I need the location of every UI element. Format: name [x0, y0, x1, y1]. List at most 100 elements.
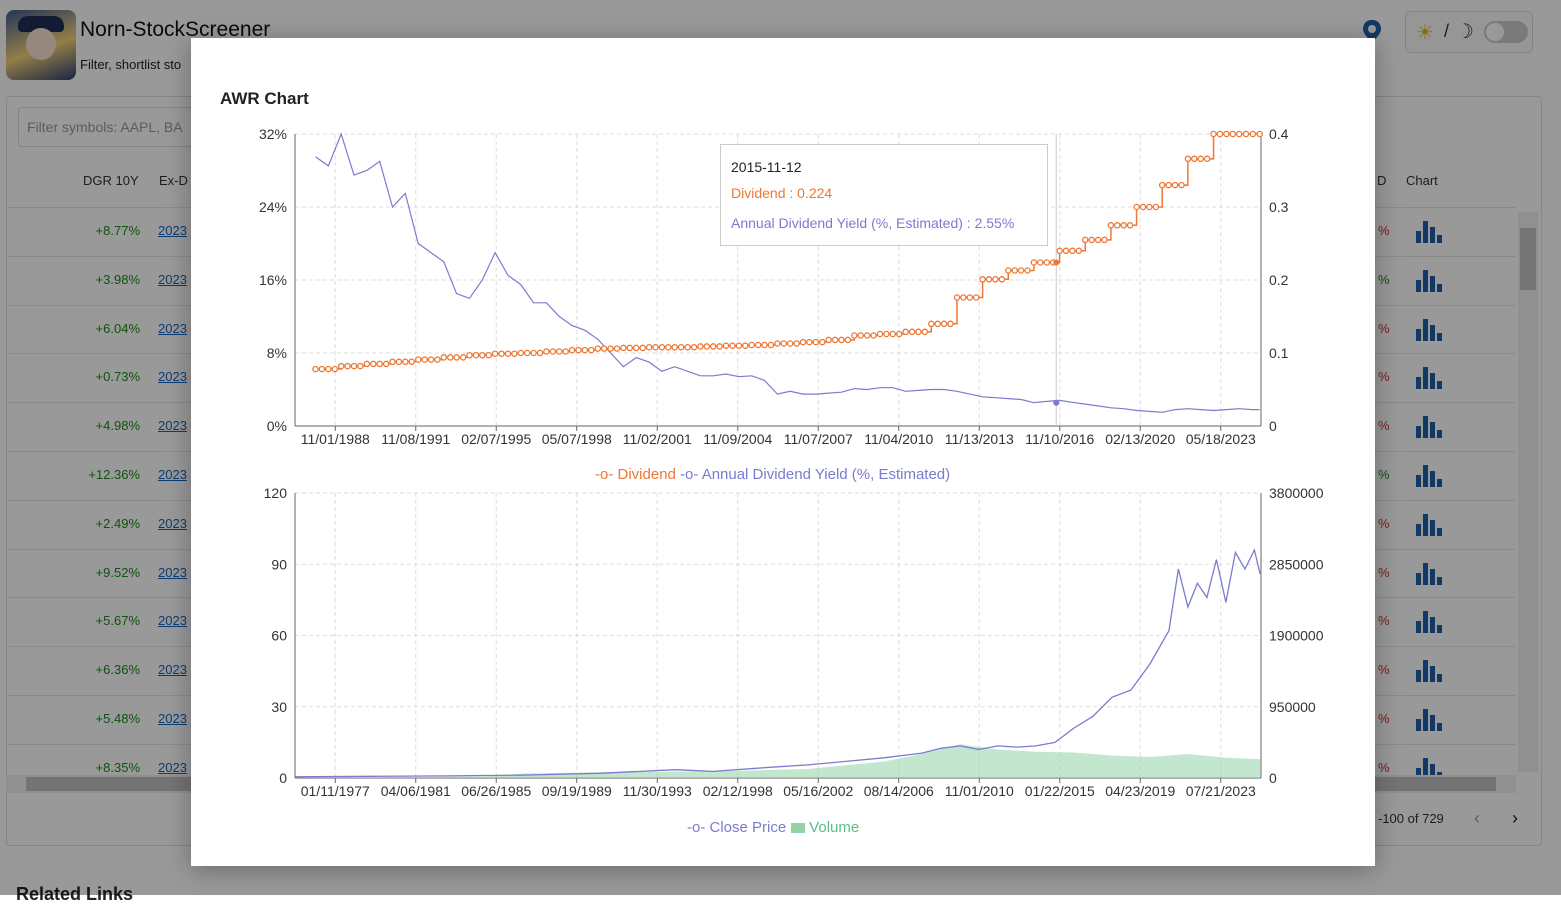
dividend-point[interactable] — [517, 349, 525, 357]
dividend-point[interactable] — [1191, 155, 1198, 163]
bar-chart-icon[interactable] — [1416, 660, 1442, 683]
dividend-point[interactable] — [1158, 181, 1166, 189]
dividend-point[interactable] — [1249, 130, 1257, 138]
dividend-point[interactable] — [556, 348, 563, 355]
dividend-point[interactable] — [947, 320, 954, 328]
bar-chart-icon[interactable] — [1416, 318, 1442, 341]
awr-charts-svg[interactable]: 0% 0 8% 0.1 16% 0.2 24% 0.3 32% 0.4 11/01/1988 11/0… — [191, 38, 1375, 866]
dividend-point[interactable] — [1139, 203, 1147, 211]
dividend-point[interactable] — [831, 336, 839, 344]
dividend-point[interactable] — [1043, 259, 1051, 266]
dividend-point[interactable] — [485, 351, 492, 359]
bar-chart-icon[interactable] — [1416, 367, 1442, 390]
dividend-point[interactable] — [1005, 267, 1012, 274]
dividend-point[interactable] — [985, 276, 993, 283]
table-vertical-scrollbar[interactable] — [1518, 212, 1538, 772]
dividend-point[interactable] — [376, 360, 383, 368]
dividend-point[interactable] — [972, 294, 980, 301]
dividend-point[interactable] — [1133, 203, 1140, 211]
dividend-point[interactable] — [677, 343, 685, 351]
dividend-point[interactable] — [594, 345, 602, 352]
dividend-point[interactable] — [812, 338, 820, 346]
dividend-point[interactable] — [588, 346, 595, 354]
dividend-point[interactable] — [1088, 236, 1095, 244]
dividend-point[interactable] — [1126, 222, 1134, 229]
legend-item-dividend[interactable]: -o- Dividend — [595, 466, 676, 483]
dividend-point[interactable] — [690, 343, 698, 351]
bar-chart-icon[interactable] — [1416, 269, 1442, 292]
ex-dividend-date-link[interactable]: 2023 — [158, 515, 187, 531]
dividend-point[interactable] — [780, 340, 788, 347]
dividend-point[interactable] — [671, 343, 678, 351]
dividend-point[interactable] — [331, 365, 339, 373]
dividend-point[interactable] — [1114, 222, 1121, 229]
prev-page-button[interactable]: ‹ — [1474, 808, 1480, 828]
dividend-point[interactable] — [511, 350, 518, 357]
dividend-point[interactable] — [1062, 247, 1070, 255]
dividend-point[interactable] — [1011, 267, 1018, 274]
dividend-point[interactable] — [620, 344, 627, 352]
dividend-point[interactable] — [665, 343, 672, 351]
dividend-point[interactable] — [960, 294, 967, 301]
dividend-point[interactable] — [806, 338, 813, 346]
dividend-point[interactable] — [1075, 247, 1083, 255]
dividend-point[interactable] — [870, 332, 877, 339]
dividend-point[interactable] — [1165, 181, 1172, 189]
dividend-point[interactable] — [440, 354, 448, 361]
ex-dividend-date-link[interactable]: 2023 — [158, 467, 187, 482]
dividend-point[interactable] — [581, 346, 589, 354]
dividend-point[interactable] — [1216, 130, 1224, 138]
ex-dividend-date-link[interactable]: 2023 — [158, 418, 187, 434]
dividend-point[interactable] — [1069, 247, 1076, 255]
dividend-point[interactable] — [382, 360, 390, 368]
dividend-point[interactable] — [1256, 130, 1263, 138]
dividend-point[interactable] — [434, 356, 441, 363]
dividend-point[interactable] — [1017, 267, 1025, 274]
dividend-point[interactable] — [568, 346, 576, 354]
dividend-point[interactable] — [325, 365, 332, 373]
legend-item-volume[interactable]: Volume — [791, 819, 859, 836]
theme-switch-knob[interactable] — [1486, 23, 1504, 41]
dividend-point[interactable] — [344, 362, 351, 370]
dividend-point[interactable] — [639, 344, 646, 352]
dividend-point[interactable] — [735, 342, 743, 349]
column-header-exd[interactable]: Ex-D — [159, 173, 188, 188]
ex-dividend-date-link[interactable]: 2023 — [158, 564, 187, 580]
dividend-point[interactable] — [504, 350, 512, 357]
location-pin-icon[interactable] — [1360, 19, 1384, 43]
dividend-point[interactable] — [363, 360, 371, 368]
bar-chart-icon[interactable] — [1416, 709, 1442, 731]
dividend-point[interactable] — [844, 336, 852, 344]
bar-chart-icon[interactable] — [1416, 221, 1442, 243]
dividend-point[interactable] — [523, 349, 531, 357]
dividend-point[interactable] — [389, 358, 396, 366]
dividend-point[interactable] — [915, 328, 922, 336]
dividend-point[interactable] — [851, 332, 858, 339]
dividend-point[interactable] — [607, 345, 614, 352]
dividend-point[interactable] — [799, 338, 807, 346]
bar-chart-icon[interactable] — [1416, 562, 1442, 585]
dividend-point[interactable] — [979, 276, 986, 283]
ex-dividend-date-link[interactable]: 2023 — [158, 223, 187, 238]
dividend-point[interactable] — [1030, 259, 1038, 266]
dividend-point[interactable] — [902, 328, 909, 336]
dividend-point[interactable] — [940, 320, 948, 328]
dividend-point[interactable] — [453, 354, 460, 361]
ex-dividend-date-link[interactable]: 2023 — [158, 369, 187, 385]
dividend-point[interactable] — [498, 350, 505, 357]
dividend-point[interactable] — [632, 344, 640, 352]
dividend-point[interactable] — [748, 341, 755, 349]
dividend-point[interactable] — [446, 354, 454, 361]
dividend-point[interactable] — [992, 276, 999, 283]
dividend-point[interactable] — [1229, 130, 1237, 138]
dividend-point[interactable] — [549, 348, 557, 355]
dividend-point[interactable] — [998, 276, 1006, 283]
dividend-point[interactable] — [883, 330, 890, 338]
dividend-point[interactable] — [1056, 247, 1063, 255]
dividend-point[interactable] — [658, 343, 666, 351]
dividend-point[interactable] — [337, 362, 345, 370]
dividend-point[interactable] — [767, 341, 775, 349]
dividend-point[interactable] — [684, 343, 691, 351]
ex-dividend-date-link[interactable]: 2023 — [158, 271, 187, 287]
dividend-point[interactable] — [774, 340, 781, 347]
